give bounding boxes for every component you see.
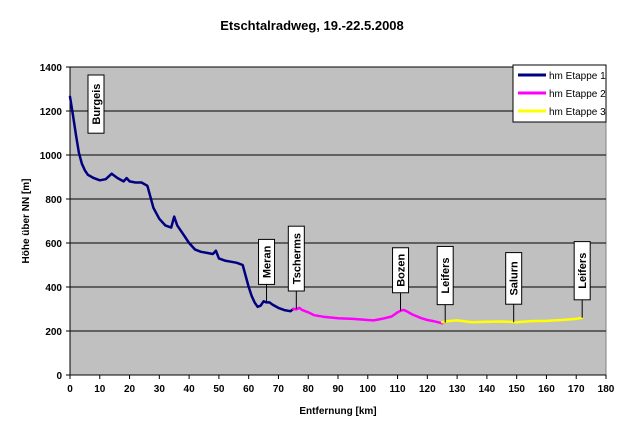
x-tick-label: 30 [154,384,166,395]
place-label: Leifers [573,241,591,318]
place-label-box [87,74,105,134]
x-tick-label: 100 [359,384,376,395]
place-label: Tscherms [287,225,305,309]
place-label-text: Burgeis [91,84,103,125]
x-tick-label: 80 [303,384,315,395]
y-axis-label: Höhe über NN [m] [21,179,32,264]
legend-entry: hm Etappe 2 [549,89,606,100]
x-tick-labels: 0 10 20 30 40 50 60 70 80 90 100 110 120 130 140 150 160… [67,375,615,395]
place-label-box [436,245,454,306]
place-label-box [392,247,410,294]
x-tick-label: 20 [124,384,136,395]
x-tick-label: 120 [419,384,436,395]
legend: hm Etappe 1 hm Etappe 2 hm Etappe 3 [512,64,607,123]
x-tick-label: 60 [243,384,255,395]
place-label-box [573,241,591,301]
x-axis-label: Entfernung [km] [299,406,376,417]
place-label-text: Salurn [509,261,521,296]
y-tick-label: 600 [45,239,62,250]
place-label-text: Leifers [440,258,452,294]
legend-entry: hm Etappe 1 [549,71,606,82]
x-tick-label: 110 [389,384,406,395]
place-label-text: Meran [262,245,274,278]
x-tick-label: 40 [184,384,196,395]
place-label-text: Tscherms [291,233,303,284]
place-label-text: Leifers [577,253,589,289]
place-label-text: Bozen [396,253,408,286]
x-tick-label: 150 [508,384,525,395]
series-line-etappe-2 [292,306,444,325]
x-tick-label: 10 [94,384,106,395]
place-label: Salurn [505,252,523,323]
x-tick-label: 170 [568,384,585,395]
place-label: Leifers [436,245,454,323]
y-tick-labels: 0 200 400 600 800 1000 1200 1400 [40,63,70,382]
x-tick-label: 50 [213,384,225,395]
place-label: Meran [258,238,276,303]
y-tick-label: 0 [56,371,62,382]
place-label-box [505,252,523,305]
x-tick-label: 70 [273,384,285,395]
x-tick-label: 160 [538,384,555,395]
legend-entry: hm Etappe 3 [549,107,606,118]
y-tick-label: 1400 [40,63,63,74]
x-tick-label: 0 [67,384,73,395]
chart-title: Etschtalradweg, 19.-22.5.2008 [220,18,404,33]
series-line-etappe-3 [440,316,584,324]
series-lines [68,95,584,325]
x-tick-label: 140 [479,384,496,395]
series-line-etappe-1 [68,95,295,313]
x-tick-label: 180 [598,384,615,395]
y-tick-label: 1000 [40,151,63,162]
x-tick-label: 90 [332,384,344,395]
y-tick-label: 200 [45,327,62,338]
x-tick-label: 130 [449,384,466,395]
place-label-box [258,238,276,285]
y-tick-label: 1200 [40,107,63,118]
place-annotations: Burgeis Meran Tscherms Bozen Leifers Salurn Le… [87,74,591,323]
y-tick-label: 400 [45,283,62,294]
place-label: Bozen [392,247,410,311]
place-label: Burgeis [87,74,105,134]
place-label-box [287,225,305,292]
y-tick-label: 800 [45,195,62,206]
